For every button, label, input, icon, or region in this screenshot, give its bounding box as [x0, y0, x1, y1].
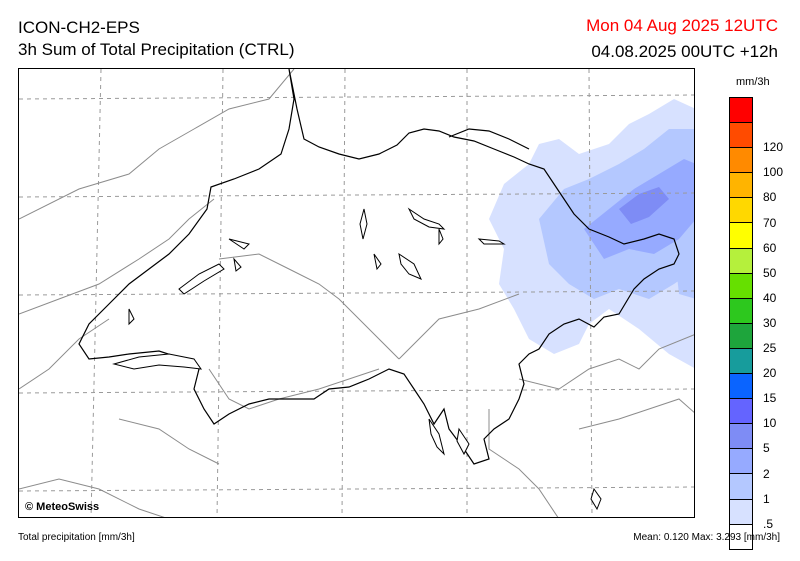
legend-label: 70 — [763, 215, 777, 230]
legend-swatch — [729, 147, 753, 173]
legend-swatch — [729, 97, 753, 123]
legend-swatch — [729, 398, 753, 424]
valid-time: Mon 04 Aug 2025 12UTC — [586, 16, 778, 35]
country-border — [78, 69, 680, 465]
legend-label: 120 — [763, 140, 784, 155]
legend-swatch — [729, 373, 753, 399]
legend-label: 40 — [763, 290, 777, 305]
model-title: ICON-CH2-EPS — [18, 18, 140, 37]
meteoswiss-credit: © MeteoSwiss — [25, 501, 100, 513]
legend-label: 1 — [763, 491, 770, 506]
legend-swatch — [729, 498, 753, 524]
legend-label: 80 — [763, 190, 777, 205]
legend-swatch — [729, 172, 753, 198]
legend-swatch — [729, 423, 753, 449]
legend-label: 2 — [763, 466, 770, 481]
product-title: 3h Sum of Total Precipitation (CTRL) — [18, 40, 295, 59]
legend-label: 5 — [763, 441, 770, 456]
legend-swatch — [729, 473, 753, 499]
legend-swatch — [729, 523, 753, 550]
legend-swatch — [729, 197, 753, 223]
legend-swatch — [729, 347, 753, 374]
legend-label: 30 — [763, 315, 777, 330]
legend-label: 60 — [763, 240, 777, 255]
legend-label: 10 — [763, 416, 777, 431]
footer-statistics: Mean: 0.120 Max: 3.293 [mm/3h] — [633, 532, 780, 543]
legend-swatch — [729, 448, 753, 474]
legend-swatch — [729, 247, 753, 273]
legend-label: 15 — [763, 391, 777, 406]
footer-description: Total precipitation [mm/3h] — [18, 532, 135, 543]
precipitation-map: © MeteoSwiss — [18, 68, 695, 518]
legend-label: 20 — [763, 366, 777, 381]
lakes — [112, 207, 602, 511]
run-time: 04.08.2025 00UTC +12h — [591, 42, 778, 61]
legend-label: .5 — [763, 516, 774, 531]
precipitation-field — [489, 99, 694, 368]
graticule — [19, 69, 694, 517]
legend-label: 50 — [763, 265, 777, 280]
color-legend — [729, 97, 753, 550]
legend-label: 100 — [763, 165, 784, 180]
legend-swatch — [729, 222, 753, 248]
legend-label: 25 — [763, 341, 777, 355]
legend-swatch — [729, 122, 753, 148]
legend-swatch — [729, 297, 753, 323]
map-canvas — [19, 69, 694, 517]
legend-swatch — [729, 272, 753, 298]
legend-unit: mm/3h — [736, 76, 770, 88]
legend-swatch — [729, 322, 753, 348]
